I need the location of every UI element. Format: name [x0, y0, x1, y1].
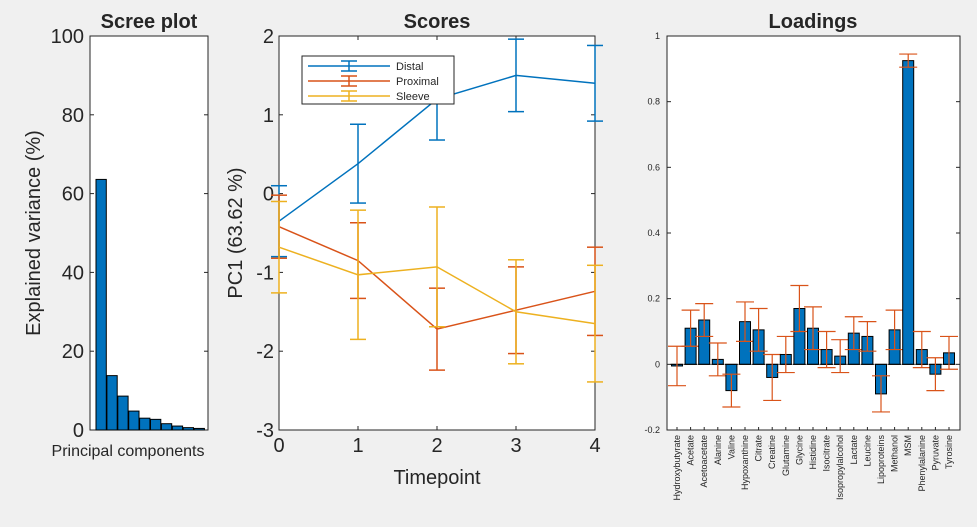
loadings-category-label: MSM — [903, 435, 913, 456]
loadings-category-label: Lipoproteins — [876, 435, 886, 485]
scree-bar — [193, 427, 205, 431]
scree-bar — [171, 425, 184, 431]
scores-ytick-label: -1 — [256, 262, 274, 284]
legend-label: Distal — [396, 61, 424, 73]
loadings-ytick-label: 1 — [655, 31, 660, 41]
loadings-category-label: Pyruvate — [930, 435, 940, 471]
loadings-ytick-label: 0 — [655, 359, 660, 369]
scores-xlabel: Timepoint — [393, 467, 481, 489]
loadings-ytick-label: 0.6 — [647, 162, 660, 172]
loadings-ytick-label: 0.4 — [647, 228, 660, 238]
scores-ylabel: PC1 (63.62 %) — [225, 167, 247, 298]
scree-ytick-label: 60 — [62, 184, 84, 206]
loadings-category-label: Hypoxanthine — [740, 435, 750, 490]
scree-bar — [160, 423, 173, 431]
scree-xlabel: Principal components — [52, 443, 205, 460]
scores-xtick-label: 2 — [431, 435, 442, 457]
scores-ytick-label: 1 — [263, 105, 274, 127]
loadings-category-label: Hydroxybutyrate — [672, 435, 682, 501]
loadings-category-label: Lactate — [849, 435, 859, 465]
scree-ylabel: Explained variance (%) — [23, 130, 45, 336]
scores-legend: Distal Proximal Sleeve — [301, 55, 455, 105]
scree-axes-box — [89, 35, 209, 431]
scree-bar — [128, 410, 140, 431]
scores-ytick-label: -3 — [256, 420, 274, 442]
loadings-ytick-label: 0.2 — [647, 294, 660, 304]
loadings-category-label: Isopropylalcohol — [835, 435, 845, 500]
loadings-category-label: Creatine — [767, 435, 777, 469]
scree-title: Scree plot — [101, 11, 198, 33]
loadings-category-label: Histidine — [808, 435, 818, 470]
loadings-category-label: Tyrosine — [944, 435, 954, 469]
scree-ytick-label: 80 — [62, 105, 84, 127]
loadings-bars — [668, 53, 958, 430]
scree-bar — [150, 418, 162, 431]
scree-ytick-label: 100 — [51, 26, 84, 48]
loadings-category-labels: Hydroxybutyrate Acetate Acetoacetate Alanin… — [672, 435, 954, 501]
loadings-category-label: Methanol — [890, 435, 900, 472]
scree-bar — [106, 375, 118, 431]
loadings-category-label: Glycine — [794, 435, 804, 465]
scree-bars — [95, 178, 205, 431]
scree-bar — [117, 395, 129, 431]
scores-xtick-label: 0 — [273, 435, 284, 457]
loadings-category-label: Acetoacetate — [699, 435, 709, 488]
loadings-axes-box — [666, 35, 961, 431]
scree-ytick-label: 40 — [62, 262, 84, 284]
loadings-category-label: Acetate — [686, 435, 696, 466]
scree-bar — [95, 178, 107, 431]
scores-ytick-label: -2 — [256, 341, 274, 363]
legend-items: Distal Proximal Sleeve — [308, 60, 439, 103]
loadings-ytick-label: -0.2 — [644, 425, 660, 435]
scores-xtick-label: 4 — [589, 435, 600, 457]
scree-bar — [139, 417, 151, 431]
loadings-category-label: Valine — [726, 435, 736, 459]
legend-label: Sleeve — [396, 91, 430, 103]
loadings-title: Loadings — [769, 11, 858, 33]
loadings-category-label: Citrate — [754, 435, 764, 462]
scores-ytick-label: 0 — [263, 184, 274, 206]
loadings-category-label: Isocitrate — [822, 435, 832, 472]
legend-label: Proximal — [396, 76, 439, 88]
scree-ytick-label: 20 — [62, 341, 84, 363]
loading-bar — [902, 60, 915, 365]
loadings-category-label: Glutamine — [781, 435, 791, 476]
scree-ytick-label: 0 — [73, 420, 84, 442]
loadings-category-label: Leucine — [862, 435, 872, 467]
loadings-category-label: Phenylalanine — [917, 435, 927, 492]
scores-ticks: -3 -2 -1 0 1 2 0 1 2 3 4 — [256, 26, 600, 457]
loadings-plot: Loadings -0.2 0 0.2 0.4 0.6 0.8 1 Hydroxybutyr… — [644, 11, 961, 501]
scores-xtick-label: 1 — [352, 435, 363, 457]
loadings-category-label: Alanine — [713, 435, 723, 465]
scores-plot: Scores Timepoint PC1 (63.62 %) -3 -2 -1 0 1 2… — [225, 11, 603, 489]
loadings-yticks: -0.2 0 0.2 0.4 0.6 0.8 1 — [644, 31, 960, 435]
scree-plot: Scree plot Principal components Explaine… — [23, 11, 209, 460]
scree-bar — [182, 427, 194, 431]
scree-yticks: 0 20 40 60 80 100 — [51, 26, 208, 442]
scores-ytick-label: 2 — [263, 26, 274, 48]
loadings-ytick-label: 0.8 — [647, 97, 660, 107]
scores-xtick-label: 3 — [510, 435, 521, 457]
scores-title: Scores — [404, 11, 471, 33]
